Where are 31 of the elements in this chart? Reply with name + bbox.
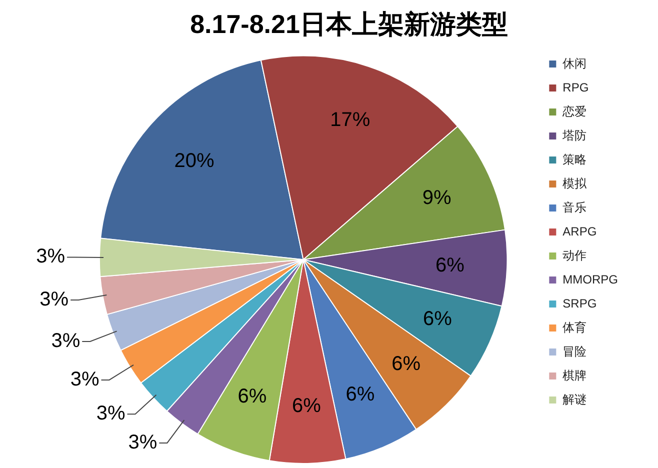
data-label: 3%	[70, 368, 100, 390]
data-label: 3%	[51, 330, 80, 352]
legend-label: 解谜	[562, 392, 587, 406]
legend-label: 音乐	[562, 200, 587, 214]
legend-label: 动作	[562, 248, 587, 262]
data-label: 6%	[238, 386, 267, 408]
legend-label: 冒险	[562, 344, 587, 358]
legend-label: MMORPG	[562, 272, 618, 286]
data-label: 9%	[422, 187, 452, 209]
data-label: 20%	[174, 150, 214, 172]
data-label: 3%	[40, 288, 69, 311]
data-label: 3%	[128, 431, 158, 454]
data-label: 6%	[423, 308, 452, 330]
data-label: 6%	[292, 394, 322, 417]
data-label: 3%	[96, 402, 126, 425]
data-label: 6%	[392, 353, 421, 376]
data-label: 17%	[330, 108, 370, 131]
legend-label: 体育	[562, 320, 587, 334]
legend-label: RPG	[562, 80, 589, 94]
data-label: 6%	[346, 383, 375, 406]
legend-label: 塔防	[562, 128, 587, 142]
data-label: 6%	[436, 254, 465, 276]
legend-label: 棋牌	[562, 368, 587, 382]
chart-title: 8.17-8.21日本上架新游类型	[190, 8, 508, 39]
legend-label: 策略	[562, 152, 587, 166]
legend-label: 休闲	[562, 56, 587, 70]
legend-label: SRPG	[562, 296, 597, 310]
legend-label: 恋爱	[562, 104, 587, 118]
legend-label: ARPG	[562, 224, 597, 238]
legend-label: 模拟	[562, 176, 588, 190]
data-label: 3%	[36, 246, 66, 268]
